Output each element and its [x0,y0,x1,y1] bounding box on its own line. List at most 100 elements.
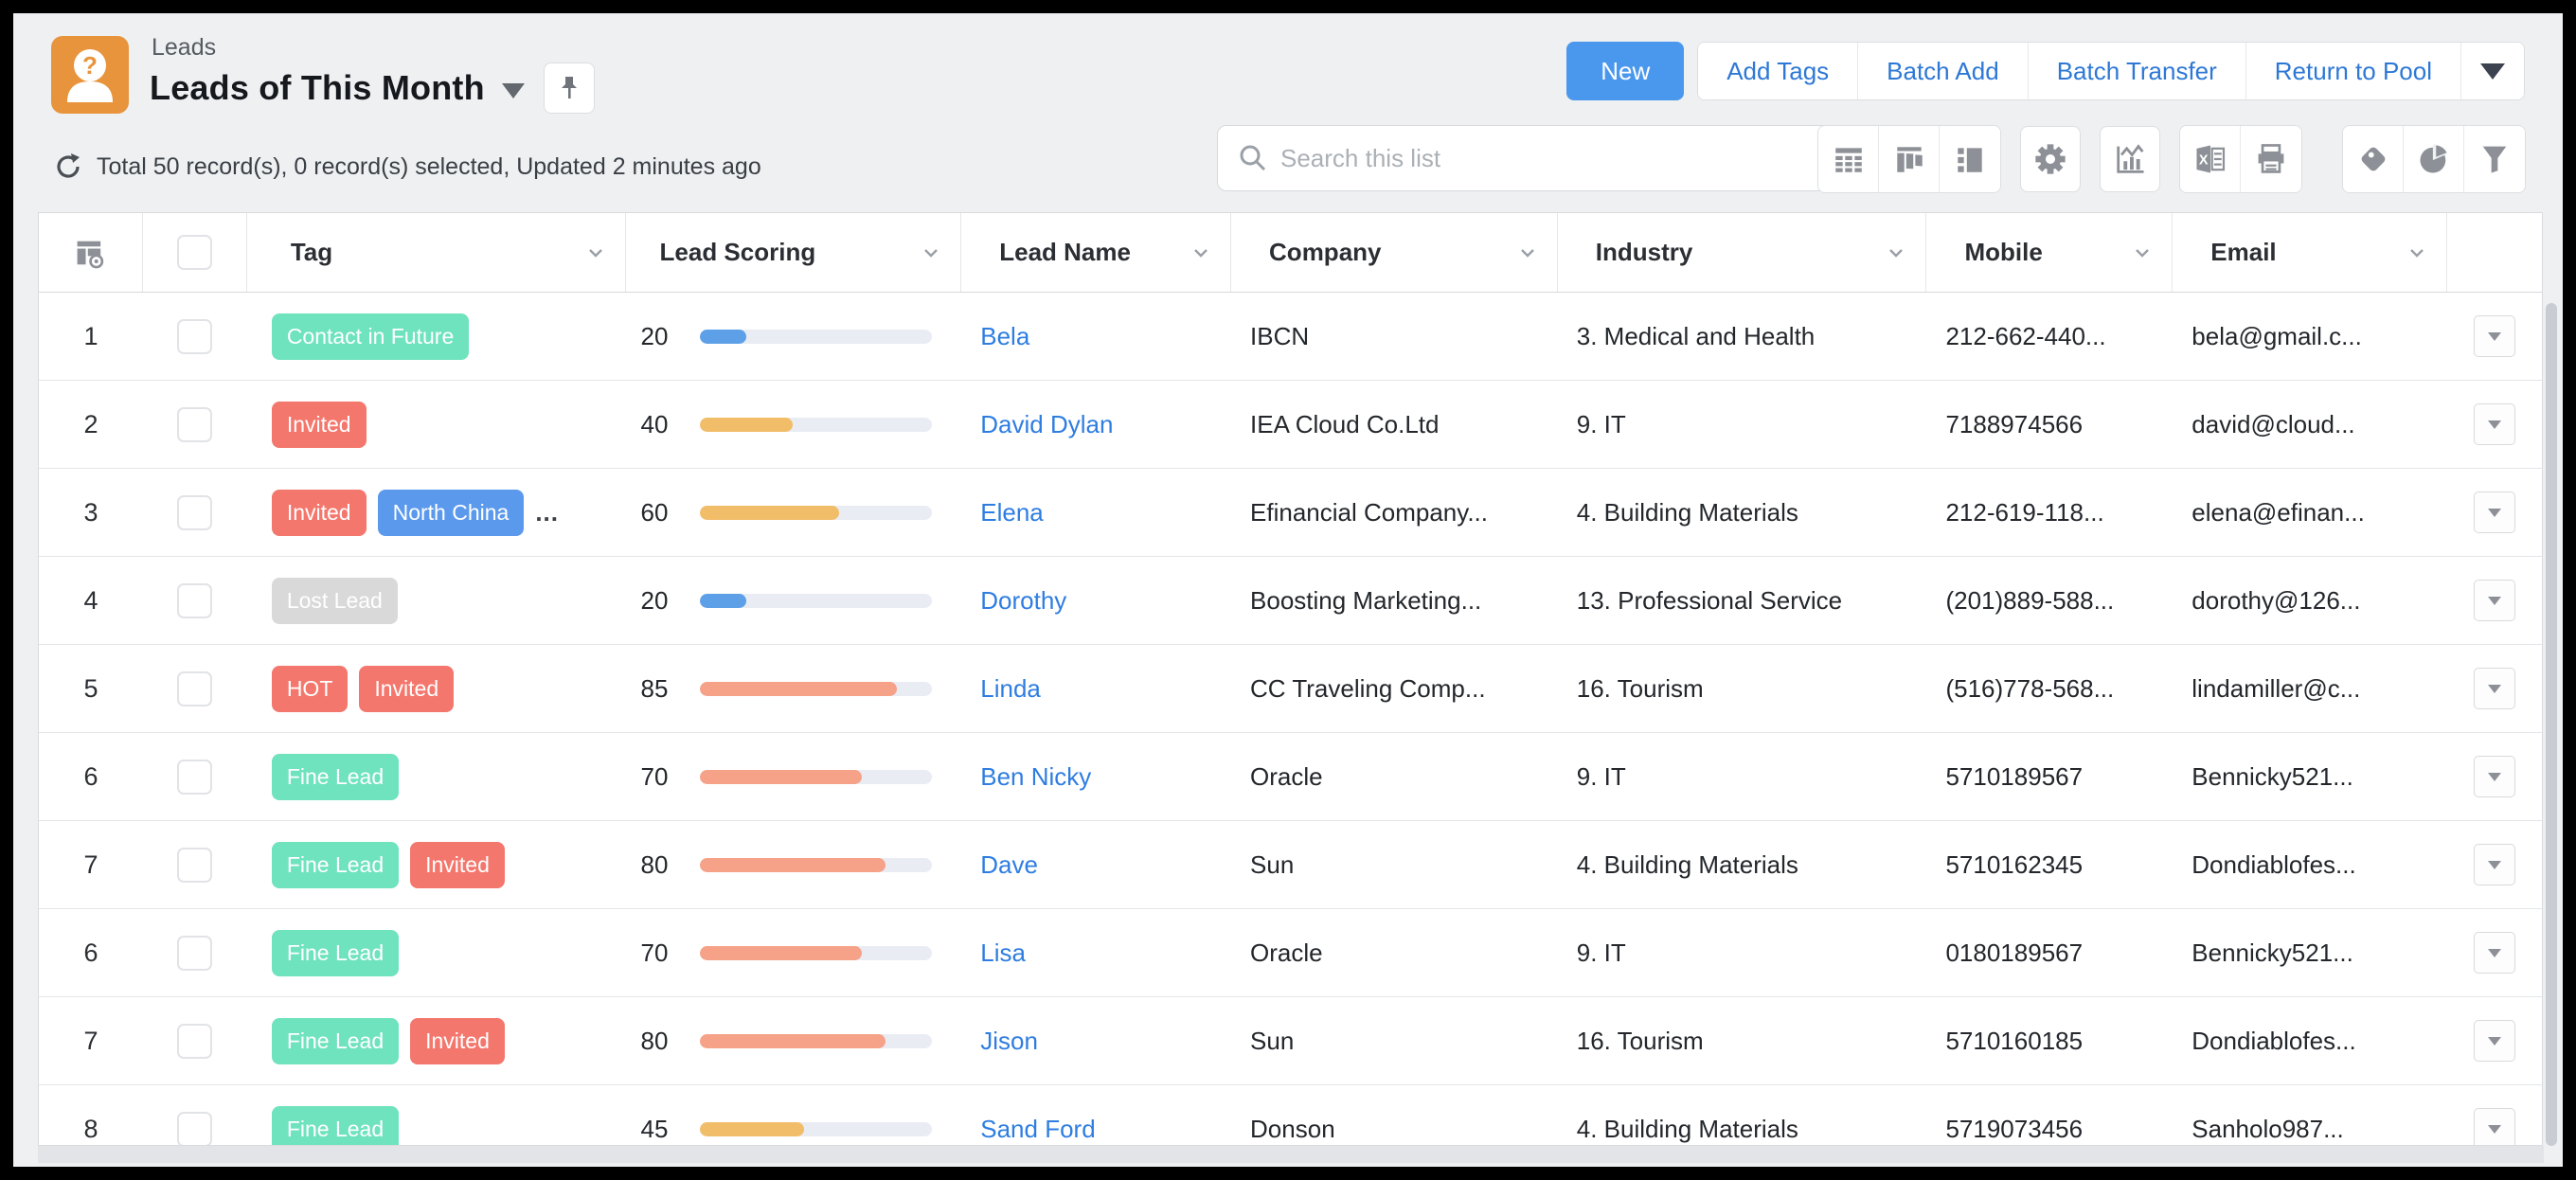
score-value: 40 [640,409,669,438]
column-header-email[interactable]: Email [2173,213,2448,292]
print-button[interactable] [2241,126,2301,192]
column-settings-header[interactable] [39,213,143,292]
search-input[interactable] [1280,143,1883,173]
kanban-view-button[interactable] [1879,126,1940,192]
refresh-icon[interactable] [53,152,83,182]
company-cell: CC Traveling Comp... [1250,673,1486,703]
row-actions-dropdown-button[interactable] [2474,580,2516,621]
lead-name-link[interactable]: Sand Ford [980,1114,1096,1143]
lead-scoring-cell: 70 [626,909,962,996]
lead-scoring-cell: 60 [626,469,962,556]
tag-icon [2361,147,2385,171]
batch-add-button[interactable]: Batch Add [1858,43,2029,99]
leads-table: Tag Lead Scoring Lead Name Company Industry M… [38,212,2543,1146]
column-header-tag[interactable]: Tag [247,213,626,292]
table-view-icon [1834,148,1862,172]
svg-text:?: ? [82,51,98,80]
row-checkbox[interactable] [177,670,213,706]
settings-button[interactable] [2020,126,2081,192]
panel-view-button[interactable] [1940,126,2000,192]
lead-name-link[interactable]: Jison [980,1026,1038,1055]
row-actions-dropdown-button[interactable] [2474,492,2516,533]
lead-name-link[interactable]: Dorothy [980,585,1067,615]
row-number: 3 [83,497,98,527]
score-bar [699,593,932,608]
row-checkbox[interactable] [177,1111,213,1145]
pin-view-button[interactable] [543,63,595,114]
company-cell: Sun [1250,1026,1295,1055]
batch-transfer-button[interactable]: Batch Transfer [2028,43,2246,99]
tag-cell: Invited [247,381,626,468]
chevron-down-icon [1194,248,1208,258]
lead-name-link[interactable]: David Dylan [980,409,1114,438]
chevron-down-icon [924,248,939,258]
chart-button[interactable] [2100,126,2160,192]
view-dropdown-caret-icon[interactable] [501,83,525,98]
lead-name-link[interactable]: Lisa [980,938,1026,967]
tag-chip: Fine Lead [271,753,400,800]
mobile-cell: 0180189567 [1945,938,2084,967]
tags-button[interactable] [2343,126,2404,192]
tag-chip: Invited [271,489,367,536]
add-tags-button[interactable]: Add Tags [1698,43,1859,99]
industry-cell: 13. Professional Service [1576,585,1843,615]
horizontal-scrollbar[interactable] [38,1146,2544,1163]
new-button[interactable]: New [1566,42,1685,100]
vertical-scrollbar-thumb[interactable] [2546,303,2557,1146]
select-all-header [143,213,247,292]
table-view-button[interactable] [1818,126,1879,192]
table-row: 6 Fine Lead 70 Ben Nicky Oracle 9. IT 57101895… [39,733,2542,821]
mobile-cell: 5719073456 [1945,1114,2084,1143]
column-header-lead-scoring[interactable]: Lead Scoring [626,213,962,292]
score-value: 60 [640,497,669,527]
record-count-status: Total 50 record(s), 0 record(s) selected… [97,152,761,180]
caret-down-icon [2488,860,2502,869]
column-header-lead-name[interactable]: Lead Name [961,213,1232,292]
email-cell: Sanholo987... [2191,1114,2344,1143]
breadcrumb: Leads [152,34,217,61]
row-actions-dropdown-button[interactable] [2474,1108,2516,1145]
return-to-pool-button[interactable]: Return to Pool [2245,43,2461,99]
row-actions-dropdown-button[interactable] [2474,668,2516,709]
tag-chip: Contact in Future [271,313,470,360]
row-actions-dropdown-button[interactable] [2474,315,2516,357]
filter-button[interactable] [2464,126,2525,192]
lead-name-link[interactable]: Ben Nicky [980,761,1092,791]
row-actions-dropdown-button[interactable] [2474,844,2516,885]
chevron-down-icon [588,248,602,258]
table-row: 6 Fine Lead 70 Lisa Oracle 9. IT 0180189567 Ben… [39,909,2542,997]
table-row: 4 Lost Lead 20 Dorothy Boosting Marketing...… [39,557,2542,645]
lead-name-link[interactable]: Elena [980,497,1044,527]
row-checkbox[interactable] [177,582,213,618]
row-checkbox[interactable] [177,935,213,971]
row-checkbox[interactable] [177,847,213,883]
column-header-company[interactable]: Company [1231,213,1558,292]
lead-scoring-cell: 80 [626,997,962,1084]
score-bar [699,945,932,960]
row-checkbox[interactable] [177,318,213,354]
row-checkbox[interactable] [177,1023,213,1059]
row-actions-dropdown-button[interactable] [2474,756,2516,797]
lead-name-link[interactable]: Bela [980,321,1030,350]
row-number: 2 [83,409,98,438]
row-actions-dropdown-button[interactable] [2474,1020,2516,1062]
lead-name-link[interactable]: Linda [980,673,1041,703]
row-checkbox[interactable] [177,406,213,442]
column-header-industry[interactable]: Industry [1558,213,1927,292]
tag-chip: Invited [410,1017,505,1064]
settings-gear-icon [2035,144,2066,174]
email-cell: elena@efinan... [2191,497,2365,527]
row-actions-dropdown-button[interactable] [2474,403,2516,445]
excel-export-button[interactable]: X [2180,126,2241,192]
lead-scoring-cell: 45 [626,1085,962,1145]
column-header-mobile[interactable]: Mobile [1926,213,2174,292]
more-actions-dropdown-button[interactable] [2461,43,2524,99]
select-all-checkbox[interactable] [176,235,212,270]
lead-name-link[interactable]: Dave [980,849,1038,879]
row-actions-dropdown-button[interactable] [2474,932,2516,974]
row-checkbox[interactable] [177,759,213,795]
analytics-button[interactable] [2404,126,2464,192]
row-checkbox[interactable] [177,494,213,530]
company-cell: Sun [1250,849,1295,879]
page-title: Leads of This Month [150,68,485,107]
